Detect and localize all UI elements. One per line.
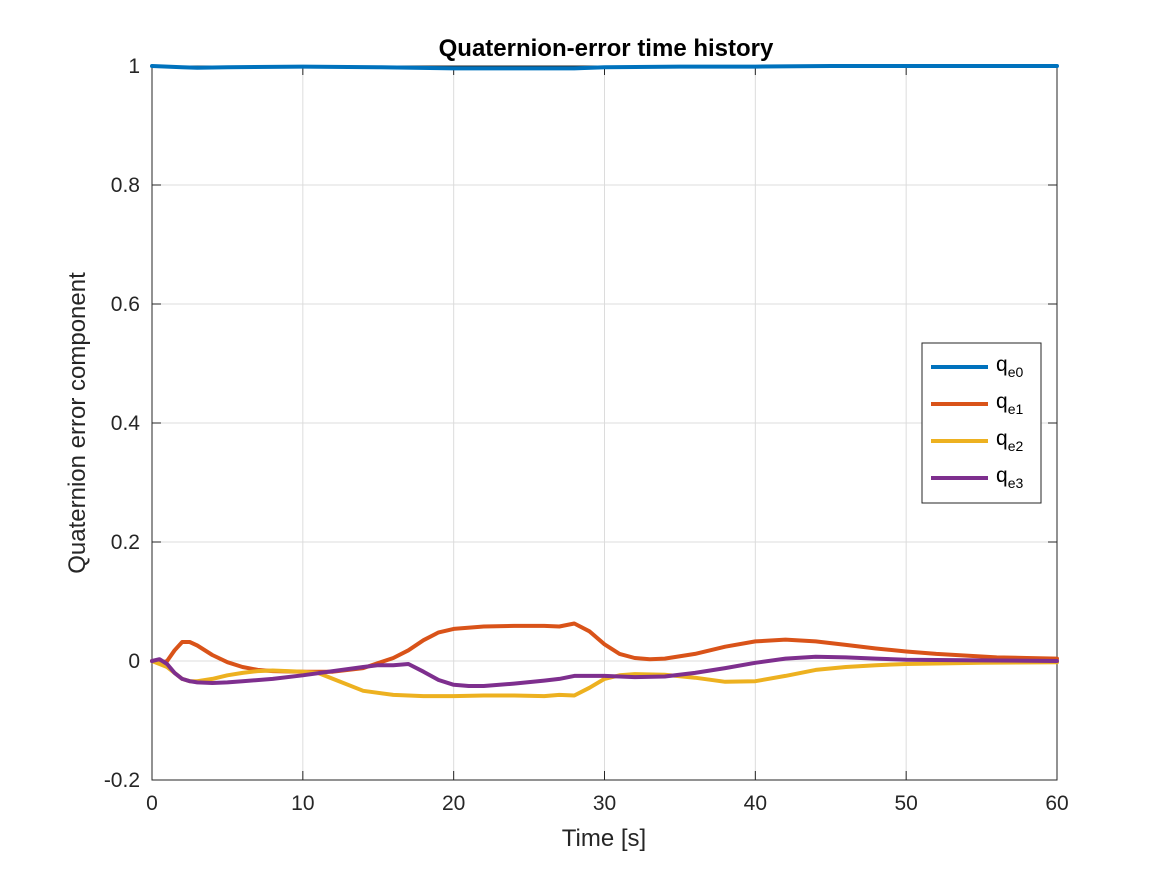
legend-label-e2: qe2 [996,427,1023,454]
legend-label-e3: qe3 [996,464,1023,491]
y-tick-label: -0.2 [104,769,140,792]
x-tick-label: 0 [146,792,158,815]
x-tick-label: 40 [744,792,767,815]
series-line-e1 [150,621,1059,674]
grid [152,66,1057,780]
series-lines [150,64,1059,699]
legend-label-e1: qe1 [996,390,1023,417]
y-tick-label: 0.2 [111,531,140,554]
x-tick-label: 50 [894,792,917,815]
x-tick-label: 10 [291,792,314,815]
series-line-e3 [150,654,1059,688]
chart-title: Quaternion-error time history [439,35,774,62]
series-line-e2 [150,659,1059,699]
y-tick-label: 0.8 [111,174,140,197]
x-axis-label: Time [s] [562,825,646,852]
y-tick-label: 0.6 [111,293,140,316]
y-axis-label: Quaternion error component [64,272,91,574]
y-tick-label: 0.4 [111,412,141,435]
x-tick-label: 20 [442,792,465,815]
y-tick-label: 0 [128,650,140,673]
x-tick-label: 60 [1045,792,1068,815]
legend: qe0 qe1 qe2 qe3 [921,342,1042,504]
series-line-e0 [150,64,1059,71]
legend-label-e0: qe0 [996,353,1023,380]
x-tick-label: 30 [593,792,616,815]
y-tick-label: 1 [128,55,140,78]
axis-ticks: 0 10 20 30 40 50 60 -0.2 0 0.2 0.4 0.6 0.8 1 [104,55,1069,815]
